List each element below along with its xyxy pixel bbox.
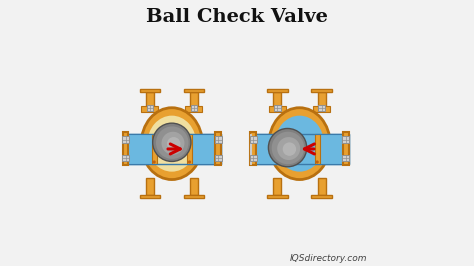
Bar	[190, 178, 198, 195]
Bar	[123, 134, 152, 164]
Bar	[146, 178, 154, 195]
Bar	[269, 106, 286, 112]
Ellipse shape	[277, 137, 300, 160]
Bar	[192, 134, 221, 164]
Bar	[318, 178, 326, 195]
Bar	[123, 132, 128, 165]
FancyBboxPatch shape	[215, 155, 221, 161]
Bar	[273, 92, 282, 109]
FancyBboxPatch shape	[342, 155, 349, 161]
Bar	[318, 92, 326, 109]
Bar	[250, 134, 280, 164]
Circle shape	[153, 160, 156, 164]
Bar	[250, 134, 349, 164]
Bar	[152, 134, 156, 164]
Bar	[187, 134, 192, 164]
FancyBboxPatch shape	[342, 136, 349, 143]
FancyBboxPatch shape	[274, 105, 281, 111]
Bar	[123, 137, 221, 141]
Bar	[185, 106, 202, 112]
Bar	[184, 195, 204, 198]
Ellipse shape	[269, 108, 330, 180]
Circle shape	[316, 160, 319, 164]
Ellipse shape	[268, 128, 307, 167]
FancyBboxPatch shape	[250, 155, 257, 161]
Bar	[311, 195, 332, 198]
FancyBboxPatch shape	[122, 136, 129, 143]
Bar	[267, 195, 288, 198]
Bar	[250, 137, 349, 141]
Circle shape	[188, 160, 191, 164]
Ellipse shape	[272, 132, 304, 164]
Bar	[315, 134, 319, 164]
Bar	[141, 106, 158, 112]
Bar	[319, 134, 349, 164]
Bar	[311, 89, 332, 92]
Ellipse shape	[156, 126, 189, 159]
Text: Ball Check Valve: Ball Check Valve	[146, 8, 328, 26]
Bar	[250, 134, 251, 164]
FancyBboxPatch shape	[122, 155, 129, 161]
Ellipse shape	[147, 116, 196, 172]
Bar	[343, 132, 349, 165]
FancyBboxPatch shape	[191, 105, 197, 111]
Bar	[140, 89, 160, 92]
FancyBboxPatch shape	[250, 136, 257, 143]
Text: IQSdirectory.com: IQSdirectory.com	[290, 254, 367, 263]
Bar	[250, 134, 349, 164]
Bar	[313, 106, 330, 112]
Ellipse shape	[167, 137, 181, 151]
Ellipse shape	[153, 123, 191, 161]
FancyBboxPatch shape	[319, 105, 325, 111]
FancyBboxPatch shape	[146, 105, 153, 111]
Ellipse shape	[283, 142, 296, 156]
Bar	[267, 89, 288, 92]
Bar	[190, 92, 198, 109]
Bar	[146, 92, 154, 109]
Bar	[280, 134, 284, 164]
FancyBboxPatch shape	[215, 136, 221, 143]
Circle shape	[280, 160, 283, 164]
Bar	[215, 132, 221, 165]
Bar	[184, 89, 204, 92]
Bar	[250, 159, 349, 164]
Ellipse shape	[162, 132, 184, 155]
Bar	[123, 159, 221, 164]
Bar	[273, 178, 282, 195]
Bar	[123, 134, 221, 164]
Bar	[250, 132, 256, 165]
Ellipse shape	[141, 108, 202, 180]
Bar	[123, 134, 221, 164]
Bar	[140, 195, 160, 198]
Ellipse shape	[275, 116, 324, 172]
